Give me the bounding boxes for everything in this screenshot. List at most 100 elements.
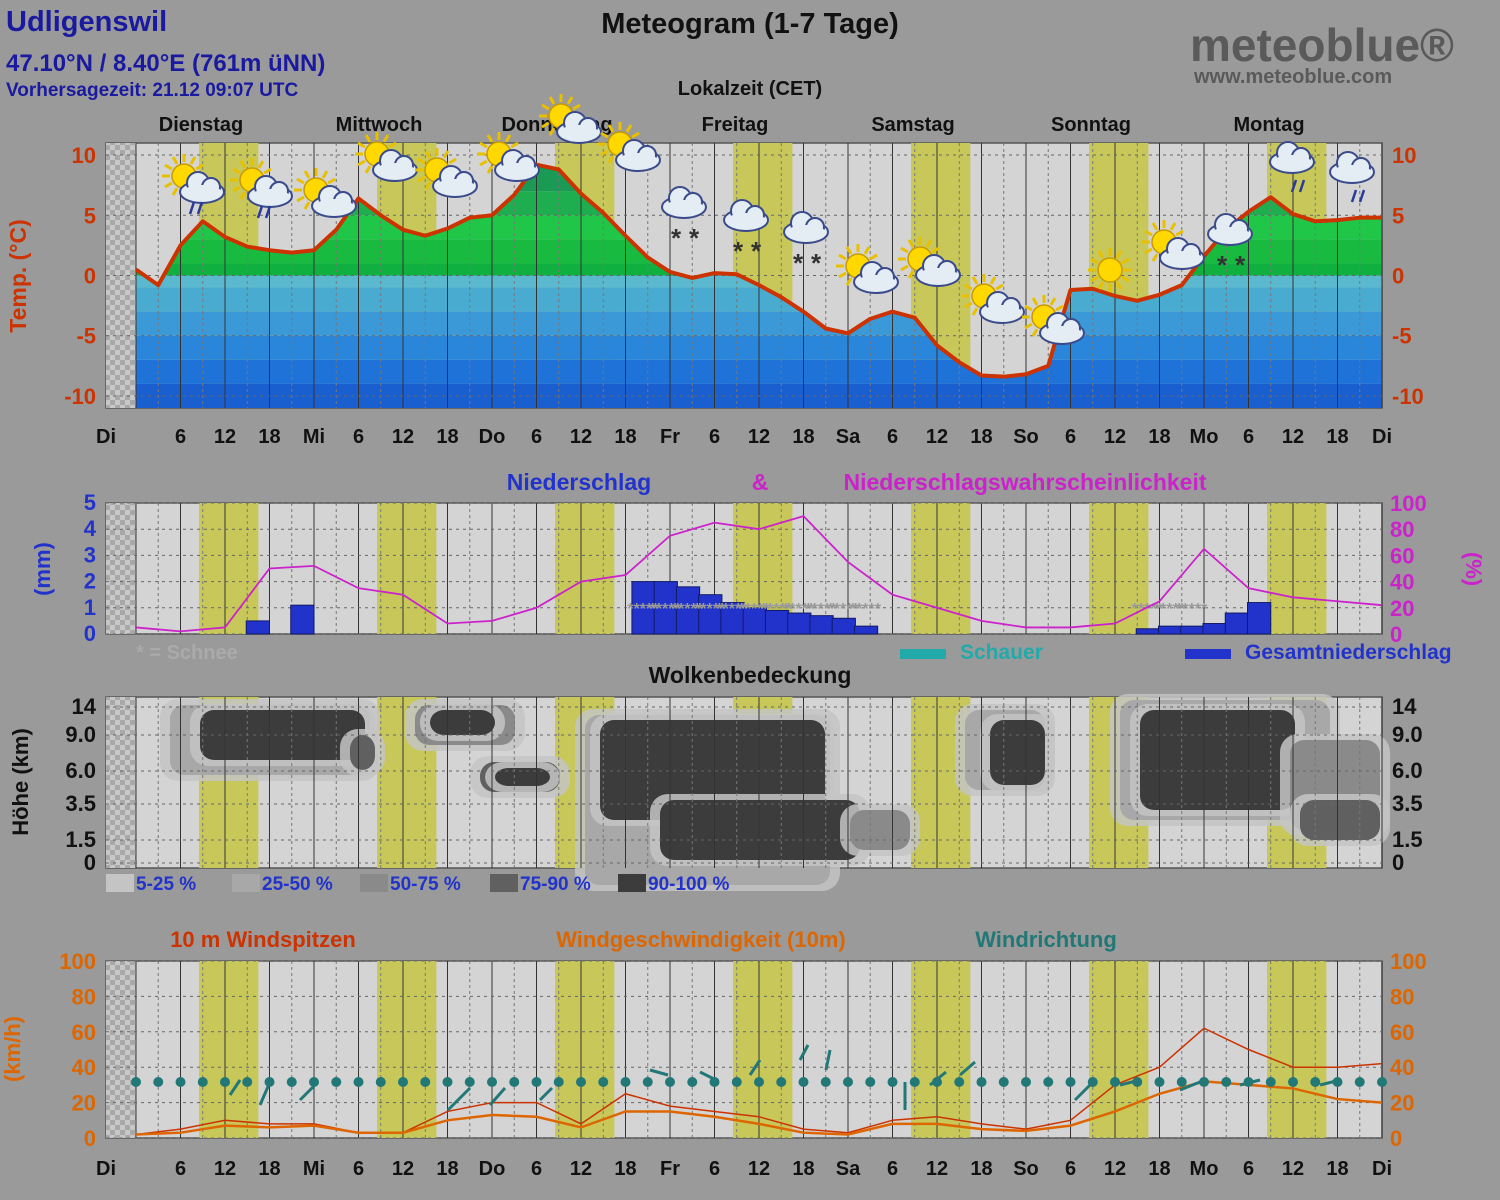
wind-direction-dot bbox=[843, 1077, 853, 1087]
wind-direction-dot bbox=[820, 1077, 831, 1087]
sun-ray bbox=[1115, 250, 1123, 259]
weather-icon-cloud-rain bbox=[1269, 141, 1315, 193]
wind-direction-dot bbox=[420, 1077, 431, 1087]
precip-ylabel: (mm) bbox=[30, 542, 55, 596]
snow-marker: ***** bbox=[761, 601, 793, 618]
wind-direction-dot bbox=[464, 1077, 475, 1087]
temp-time-tick: 18 bbox=[1148, 426, 1170, 448]
precip-ytick: 4 bbox=[84, 516, 97, 541]
temperature-line bbox=[134, 162, 1382, 379]
wind-direction-dot bbox=[865, 1077, 876, 1087]
cloud-legend-label: 5-25 % bbox=[136, 874, 196, 895]
snow-marker: ***** bbox=[805, 601, 837, 618]
sun-ray bbox=[548, 127, 556, 136]
sun-ray bbox=[1049, 297, 1057, 306]
cloud-blob-core bbox=[430, 710, 495, 735]
sun-ray bbox=[566, 96, 574, 105]
wind-direction-dot bbox=[197, 1077, 208, 1087]
sun-ray bbox=[442, 150, 450, 159]
snow-star: * bbox=[751, 236, 762, 266]
sun-ray bbox=[964, 301, 973, 309]
sun-ray bbox=[548, 96, 556, 105]
cloud-ytick-right: 9.0 bbox=[1392, 722, 1423, 747]
sun-ray bbox=[600, 149, 609, 157]
cloud-fill bbox=[182, 185, 222, 201]
precip-ytick: 3 bbox=[84, 542, 96, 567]
sun-ray bbox=[263, 167, 272, 175]
sun-ray bbox=[171, 187, 179, 196]
wind-direction-dot bbox=[1265, 1077, 1276, 1087]
precip-title: Niederschlag bbox=[507, 469, 651, 495]
cloud-blob-core bbox=[990, 720, 1045, 785]
precip-bar bbox=[1158, 625, 1183, 635]
meteoblue-url[interactable]: www.meteoblue.com bbox=[1194, 66, 1393, 88]
rain-drop bbox=[196, 201, 204, 215]
wind-time-tick: 18 bbox=[614, 1158, 636, 1180]
cloud-fill bbox=[1332, 165, 1372, 181]
temp-time-tick: 6 bbox=[531, 426, 542, 448]
wind-direction-dot bbox=[509, 1077, 520, 1087]
temp-time-tick: 6 bbox=[887, 426, 898, 448]
wind-barb bbox=[446, 1086, 472, 1112]
sun-ray bbox=[607, 124, 615, 133]
timezone-label: Lokalzeit (CET) bbox=[677, 78, 823, 100]
sun-ray bbox=[417, 157, 426, 165]
wind-past-hatch bbox=[106, 961, 136, 1138]
wind-direction-dot bbox=[909, 1077, 920, 1087]
weather-icon-sun-cloud-rain bbox=[230, 158, 293, 219]
wind-ylabel: (km/h) bbox=[0, 1016, 25, 1082]
wind-time-tick: 18 bbox=[1326, 1158, 1348, 1180]
wind-time-tick: Mo bbox=[1190, 1158, 1219, 1180]
wind-direction-dot bbox=[1043, 1077, 1054, 1087]
wind-time-tick: 12 bbox=[748, 1158, 770, 1180]
snow-marker: ***** bbox=[716, 601, 748, 618]
weather-icon-sun-cloud bbox=[415, 148, 478, 198]
cloud-fill bbox=[559, 125, 599, 141]
weather-icon-sun-cloud bbox=[598, 122, 661, 172]
cloud-legend-label: 90-100 % bbox=[648, 874, 729, 895]
cloud-blob-core bbox=[350, 735, 375, 770]
precip-bar bbox=[809, 615, 834, 635]
precip-bar bbox=[1135, 628, 1160, 635]
sun-ray bbox=[424, 150, 432, 159]
wind-time-tick: Fr bbox=[660, 1158, 680, 1180]
wind-time-tick: 18 bbox=[1148, 1158, 1170, 1180]
rain-drop bbox=[264, 205, 272, 219]
wind-time-tick: 18 bbox=[970, 1158, 992, 1180]
sun-ray bbox=[541, 121, 550, 129]
sun-ray bbox=[1144, 229, 1153, 237]
wind-barb bbox=[959, 1060, 976, 1077]
wind-ytick-left: 80 bbox=[72, 984, 96, 1009]
wind-time-tick: 12 bbox=[1282, 1158, 1304, 1180]
sun-ray bbox=[838, 271, 847, 279]
weather-icon-sun-cloud bbox=[1022, 295, 1085, 345]
sun-ray bbox=[541, 103, 550, 111]
sun-ray bbox=[303, 201, 311, 210]
wind-daylight-band bbox=[377, 961, 437, 1138]
weather-icon-cloud-snow: * * bbox=[661, 186, 707, 253]
precip-ytick: 1 bbox=[84, 595, 96, 620]
wind-direction-dot bbox=[487, 1077, 497, 1087]
meteoblue-logo[interactable]: meteoblue® bbox=[1190, 19, 1454, 71]
snow-star: * bbox=[1217, 250, 1228, 280]
wind-direction-dot bbox=[331, 1077, 342, 1087]
snow-star: * bbox=[689, 223, 700, 253]
sun-ray bbox=[1097, 250, 1105, 259]
wind-time-tick: Mi bbox=[303, 1158, 325, 1180]
precip-ytick-right: 40 bbox=[1390, 570, 1414, 595]
wind-direction-dot bbox=[1110, 1077, 1120, 1087]
wind-ytick-left: 20 bbox=[72, 1091, 96, 1116]
cloud-blob-core bbox=[850, 810, 910, 850]
legend-showers-swatch bbox=[900, 649, 946, 659]
wind-ytick-left: 60 bbox=[72, 1020, 96, 1045]
wind-time-tick: 6 bbox=[887, 1158, 898, 1180]
wind-direction-dot bbox=[665, 1077, 675, 1087]
temp-time-tick: 12 bbox=[926, 426, 948, 448]
wind-direction-dot bbox=[553, 1077, 564, 1087]
cloud-ytick-right: 3.5 bbox=[1392, 791, 1423, 816]
sun-ray bbox=[424, 181, 432, 190]
sun-ray bbox=[838, 253, 847, 261]
wind-time-tick: 12 bbox=[926, 1158, 948, 1180]
cloud-fill bbox=[918, 268, 958, 284]
wind-direction-dot bbox=[598, 1077, 609, 1087]
